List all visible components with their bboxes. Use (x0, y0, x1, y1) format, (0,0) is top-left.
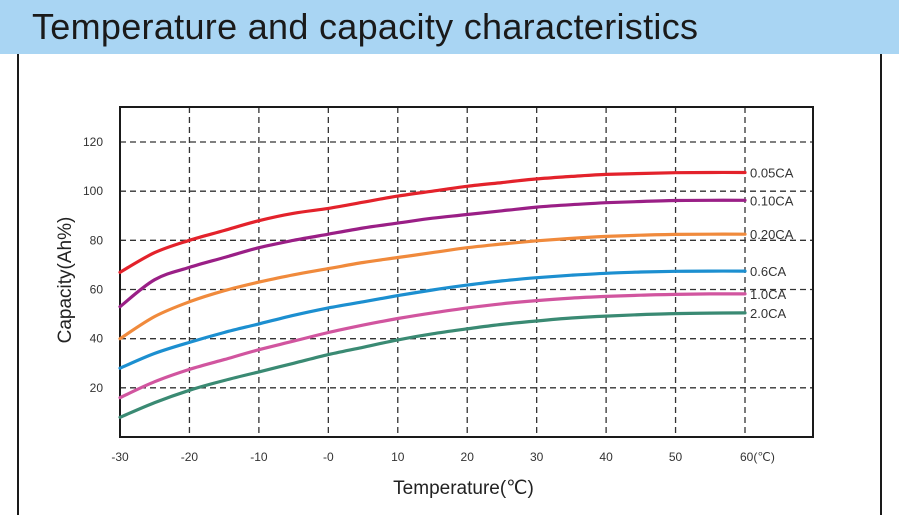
series-label: 0.05CA (750, 165, 794, 180)
chart-title: Temperature and capacity characteristics (32, 6, 699, 47)
x-tick-label: 40 (599, 450, 613, 464)
x-tick-label: 60(℃) (740, 450, 775, 464)
chart-frame (17, 54, 882, 515)
series-line-0-6ca (118, 269, 747, 370)
series-label: 0.6CA (750, 264, 786, 279)
y-tick-label: 120 (83, 135, 103, 149)
y-axis-label: Capacity(Ah%) (55, 217, 76, 344)
series-line-0-05ca (118, 170, 747, 274)
x-tick-label: -30 (111, 450, 129, 464)
series-label: 1.0CA (750, 287, 786, 302)
x-tick-label: 30 (530, 450, 544, 464)
y-axis-ticks: 20 40 60 80 100 120 (83, 135, 103, 395)
series-label: 0.10CA (750, 193, 794, 208)
series-line-1-0ca (118, 292, 747, 400)
grid-lines (120, 107, 813, 437)
y-tick-label: 20 (90, 381, 104, 395)
x-tick-label: -0 (323, 450, 334, 464)
y-tick-label: 80 (90, 233, 104, 247)
x-tick-label: 20 (461, 450, 475, 464)
x-tick-label: 10 (391, 450, 405, 464)
y-tick-label: 100 (83, 184, 103, 198)
series-line-0-20ca (118, 232, 747, 341)
y-tick-label: 60 (90, 283, 104, 297)
x-tick-label: -10 (250, 450, 268, 464)
x-axis-label: Temperature(℃) (393, 478, 534, 499)
x-tick-label: -20 (181, 450, 199, 464)
x-tick-label: 50 (669, 450, 683, 464)
series-label: 2.0CA (750, 306, 786, 321)
series-labels: 0.05CA 0.10CA 0.20CA 0.6CA 1.0CA 2.0CA (750, 165, 794, 320)
series-line-2-0ca (118, 311, 747, 419)
title-bar: Temperature and capacity characteristics (0, 0, 899, 54)
y-tick-label: 40 (90, 332, 104, 346)
series-label: 0.20CA (750, 227, 794, 242)
x-axis-ticks: -30 -20 -10 -0 10 20 30 40 50 60(℃) (111, 450, 775, 464)
series-lines (118, 170, 747, 419)
series-line-0-10ca (118, 198, 747, 309)
